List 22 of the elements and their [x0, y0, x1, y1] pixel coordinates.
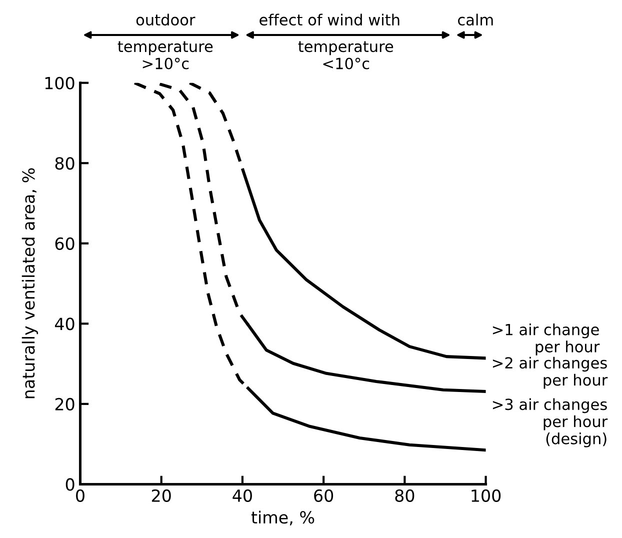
y-tick-label: 100: [45, 76, 74, 90]
series-label: >2 air changes per hour: [492, 356, 608, 389]
text: temperature >10°c: [118, 41, 213, 70]
series-label: >1 air change per hour: [492, 324, 600, 356]
text: outdoor: [136, 14, 196, 26]
y-axis-title: naturally ventilated area, %: [22, 168, 38, 398]
series-label: >3 air changes per hour (design): [492, 398, 608, 448]
text: calm: [458, 14, 493, 26]
x-tick-label: 0: [76, 489, 84, 502]
x-axis-title: time, %: [251, 510, 314, 526]
x-tick-label: 100: [472, 489, 501, 502]
y-tick-label: 60: [55, 237, 74, 250]
text: temperature <10°c: [298, 41, 394, 70]
x-tick-label: 20: [152, 489, 171, 502]
y-tick-label: 0: [66, 478, 74, 491]
x-tick-label: 40: [232, 489, 252, 502]
text: effect of wind with: [260, 14, 400, 26]
x-tick-label: 80: [395, 489, 414, 502]
x-tick-label: 60: [314, 489, 334, 502]
y-tick-label: 80: [55, 157, 74, 170]
y-tick-label: 20: [55, 398, 74, 410]
y-tick-label: 40: [54, 318, 74, 330]
